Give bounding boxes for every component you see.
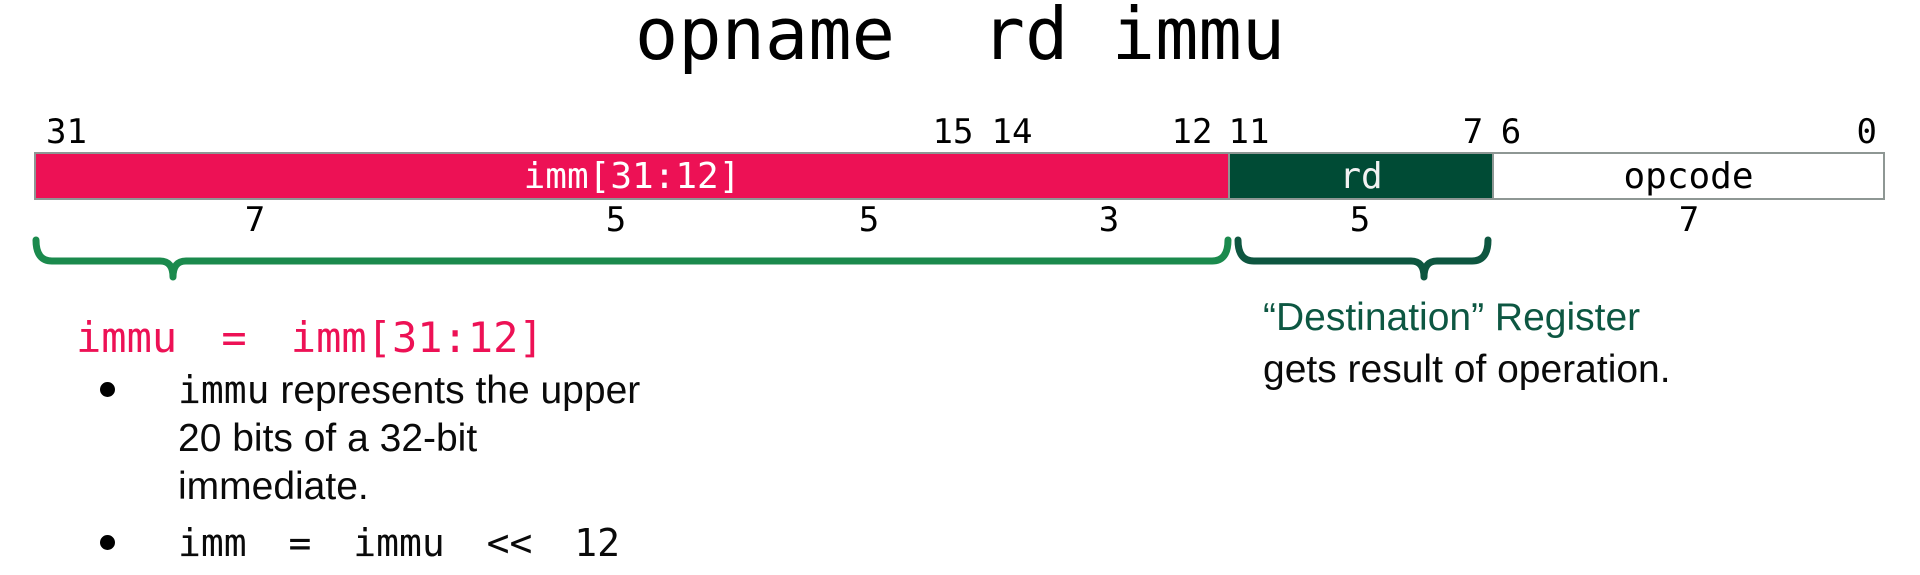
bullet-line: immu represents the upper (178, 366, 640, 415)
bit-label-15: 15 (932, 112, 974, 152)
field-imm-label: imm[31:12] (523, 155, 741, 197)
field-opcode-label: opcode (1623, 155, 1754, 197)
imm-brace (32, 236, 1232, 281)
field-imm: imm[31:12] (36, 154, 1228, 198)
list-item: imm = immu << 12 (96, 519, 640, 567)
bullet-icon (100, 382, 115, 397)
bit-label-7: 7 (1462, 112, 1484, 152)
rd-annotation-line2: gets result of operation. (1263, 348, 1671, 391)
bit-label-14: 14 (991, 112, 1033, 152)
bullet-line-rest: represents the upper (269, 369, 641, 412)
instruction-field-bar: imm[31:12] rd opcode (34, 152, 1885, 200)
bit-label-6: 6 (1500, 112, 1522, 152)
bit-label-0: 0 (1856, 112, 1877, 152)
width-funct3: 3 (1098, 200, 1120, 240)
inline-code: immu (178, 368, 270, 412)
field-rd: rd (1228, 154, 1492, 198)
width-funct7: 7 (244, 200, 266, 240)
bullet-icon (100, 535, 115, 550)
rd-annotation: “Destination” Register gets result of op… (1263, 292, 1671, 396)
bullet-line: 20 bits of a 32-bit (178, 417, 478, 460)
inline-code: imm = immu << 12 (178, 521, 621, 565)
page-title: opname rd immu (634, 0, 1286, 76)
width-rd: 5 (1349, 200, 1371, 240)
width-rs1: 5 (858, 200, 880, 240)
bullet-text: immu represents the upper 20 bits of a 3… (178, 366, 640, 511)
immu-definition: immu = imm[31:12] (76, 313, 544, 362)
width-opcode: 7 (1678, 200, 1700, 240)
bullet-line: immediate. (178, 465, 369, 508)
width-rs2: 5 (605, 200, 627, 240)
field-rd-label: rd (1339, 155, 1383, 197)
list-item: immu represents the upper 20 bits of a 3… (96, 366, 640, 511)
bit-label-31: 31 (46, 112, 87, 152)
bullet-text: imm = immu << 12 (178, 519, 620, 567)
rd-annotation-line1: “Destination” Register (1263, 296, 1641, 339)
field-opcode: opcode (1492, 154, 1883, 198)
rd-brace (1234, 236, 1492, 281)
bit-label-12: 12 (1171, 112, 1213, 152)
bit-label-11: 11 (1228, 112, 1270, 152)
immu-bullet-list: immu represents the upper 20 bits of a 3… (96, 366, 640, 567)
